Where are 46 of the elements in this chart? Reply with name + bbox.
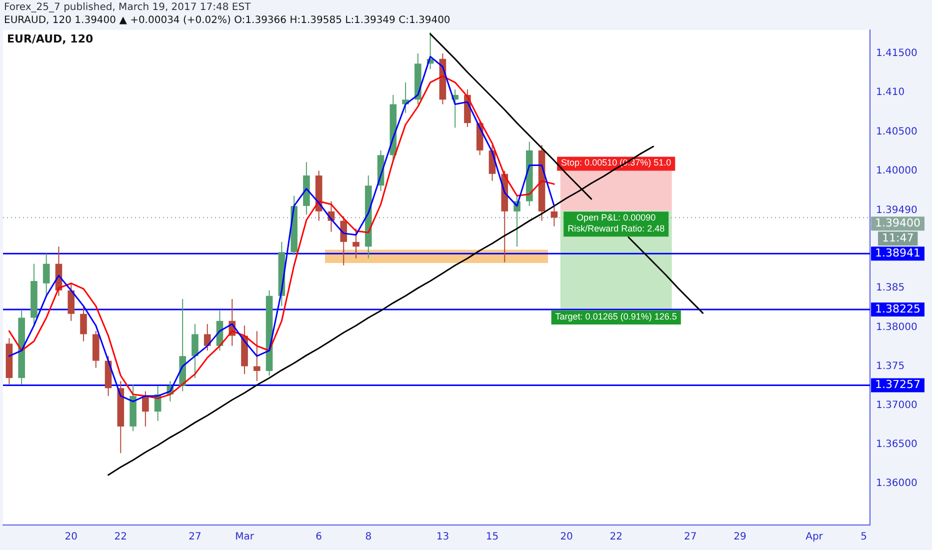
candlestick [80, 306, 87, 342]
x-tick-label: 6 [316, 532, 322, 543]
x-tick-label: 8 [365, 532, 372, 543]
candlestick [192, 324, 198, 378]
y-tick-label: 1.36500 [876, 439, 918, 450]
x-tick-label: 15 [486, 532, 499, 543]
x-tick-label: 27 [684, 532, 697, 543]
candlestick [352, 228, 360, 259]
x-tick-label: Mar [235, 532, 255, 543]
x-tick-label: 20 [64, 532, 78, 543]
x-tick-label: 20 [560, 532, 573, 543]
y-tick-label: 1.385 [876, 282, 905, 294]
y-tick-label: 1.39490 [876, 205, 918, 216]
candlestick [142, 390, 149, 427]
y-tick-label: 1.37000 [876, 400, 918, 411]
band-label: Target: 0.01265 (0.91%) 126.5 [555, 312, 677, 322]
chart-subtitle: EURAUD, 120 1.39400 ▲ +0.00034 (+0.02%) O:1.39366 H:1.39585 L:1.39349 C:1.39400 [4, 15, 450, 26]
x-tick-label: 22 [610, 532, 622, 543]
x-tick-label: 27 [188, 532, 202, 543]
x-tick-label: 22 [114, 532, 128, 543]
candlestick [68, 282, 75, 322]
x-tick-label: 5 [860, 532, 867, 543]
candlestick [254, 330, 260, 382]
chart-title: EUR/AUD, 120 [7, 32, 94, 46]
y-tick-label: 1.41500 [876, 48, 918, 60]
text: 11:47 [882, 232, 914, 244]
candlestick [42, 253, 50, 298]
y-tick-label: 1.38000 [876, 322, 918, 333]
candlestick [204, 324, 211, 352]
ref-line-label: 1.38941 [875, 246, 920, 260]
annotation: Open P&L: 0.00090 [576, 212, 656, 223]
y-tick-label: 1.36000 [876, 478, 918, 490]
candlestick [550, 205, 558, 227]
x-tick-label: Apr [806, 532, 824, 543]
ref-line-label: 1.38225 [875, 302, 920, 316]
candlestick [340, 216, 348, 266]
y-tick-label: 1.410 [876, 87, 905, 98]
y-tick-label: 1.40000 [876, 165, 918, 176]
x-tick-label: 29 [734, 532, 746, 543]
y-tick-label: 1.375 [876, 360, 905, 372]
annotation: Risk/Reward Ratio: 2.48 [568, 224, 665, 234]
ref-line-label: 1.39400 [875, 216, 920, 230]
y-tick-label: 1.40500 [876, 126, 918, 138]
ref-line-label: 1.37257 [875, 378, 920, 392]
x-tick-label: 13 [436, 532, 450, 543]
text: Forex_25_7 published, March 19, 2017 17:48 EST [4, 2, 251, 13]
